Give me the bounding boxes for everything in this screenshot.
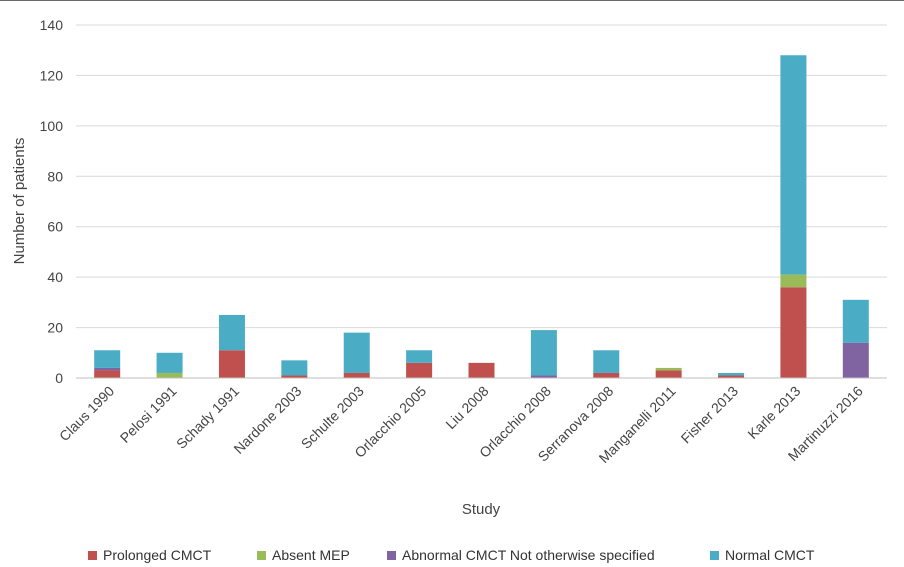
bar-segment xyxy=(718,372,745,376)
bar-segment xyxy=(530,375,557,378)
bars xyxy=(94,55,869,378)
legend-swatch xyxy=(387,550,396,560)
y-tick-label: 140 xyxy=(40,17,64,33)
bar-segment xyxy=(780,287,807,378)
legend: Prolonged CMCT Absent MEP Abnormal CMCT No… xyxy=(0,547,904,567)
x-tick-label: Schulte 2003 xyxy=(298,383,367,452)
bar-segment xyxy=(530,330,557,376)
x-tick-label: Fisher 2013 xyxy=(678,383,742,447)
y-tick-label: 80 xyxy=(47,168,63,184)
legend-label: Prolonged CMCT xyxy=(103,547,212,563)
x-axis-title: Study xyxy=(462,501,501,518)
gridlines xyxy=(76,24,887,329)
bar-segment xyxy=(343,372,370,378)
bar-segment xyxy=(655,370,682,378)
bar-segment xyxy=(281,375,308,378)
legend-label: Normal CMCT xyxy=(725,547,815,563)
bar-segment xyxy=(593,372,620,378)
bar-segment xyxy=(655,367,682,371)
legend-swatch xyxy=(710,550,719,560)
legend-label: Absent MEP xyxy=(272,547,350,563)
y-tick-label: 120 xyxy=(40,67,64,83)
y-tick-label: 20 xyxy=(47,320,63,336)
top-border xyxy=(0,0,904,1)
bar-segment xyxy=(593,350,620,373)
y-tick-label: 40 xyxy=(47,269,63,285)
legend-swatch xyxy=(257,550,266,560)
legend-label: Abnormal CMCT Not otherwise specified xyxy=(402,547,655,563)
bar-segment xyxy=(156,352,183,373)
y-tick-label: 0 xyxy=(55,370,63,386)
x-tick-label: Claus 1990 xyxy=(56,383,118,445)
y-tick-label: 60 xyxy=(47,219,63,235)
bar-segment xyxy=(718,375,745,378)
bar-segment xyxy=(156,372,183,378)
x-tick-label: Pelosi 1991 xyxy=(117,383,180,446)
bar-segment xyxy=(842,342,869,378)
legend-item: Abnormal CMCT Not otherwise specified xyxy=(387,547,655,563)
legend-swatch xyxy=(88,550,97,560)
y-tick-label: 100 xyxy=(40,118,64,134)
bar-segment xyxy=(842,299,869,343)
bar-segment xyxy=(468,362,495,378)
bar-segment xyxy=(218,314,245,351)
bar-segment xyxy=(94,367,121,371)
y-axis-title: Number of patients xyxy=(11,138,28,265)
bar-segment xyxy=(218,350,245,378)
bar-segment xyxy=(406,362,433,378)
bar-segment xyxy=(343,332,370,373)
bar-segment xyxy=(281,360,308,376)
bar-segment xyxy=(406,350,433,363)
bar-segment xyxy=(94,370,121,378)
x-tick-label: Liu 2008 xyxy=(442,383,491,432)
bar-segment xyxy=(780,55,807,275)
x-tick-label: Schady 1991 xyxy=(173,383,242,452)
legend-item: Prolonged CMCT xyxy=(88,547,211,563)
x-tick-label: Karle 2013 xyxy=(744,383,803,442)
legend-item: Absent MEP xyxy=(257,547,350,563)
bar-segment xyxy=(94,350,121,368)
legend-item: Normal CMCT xyxy=(710,547,814,563)
bar-segment xyxy=(780,274,807,288)
